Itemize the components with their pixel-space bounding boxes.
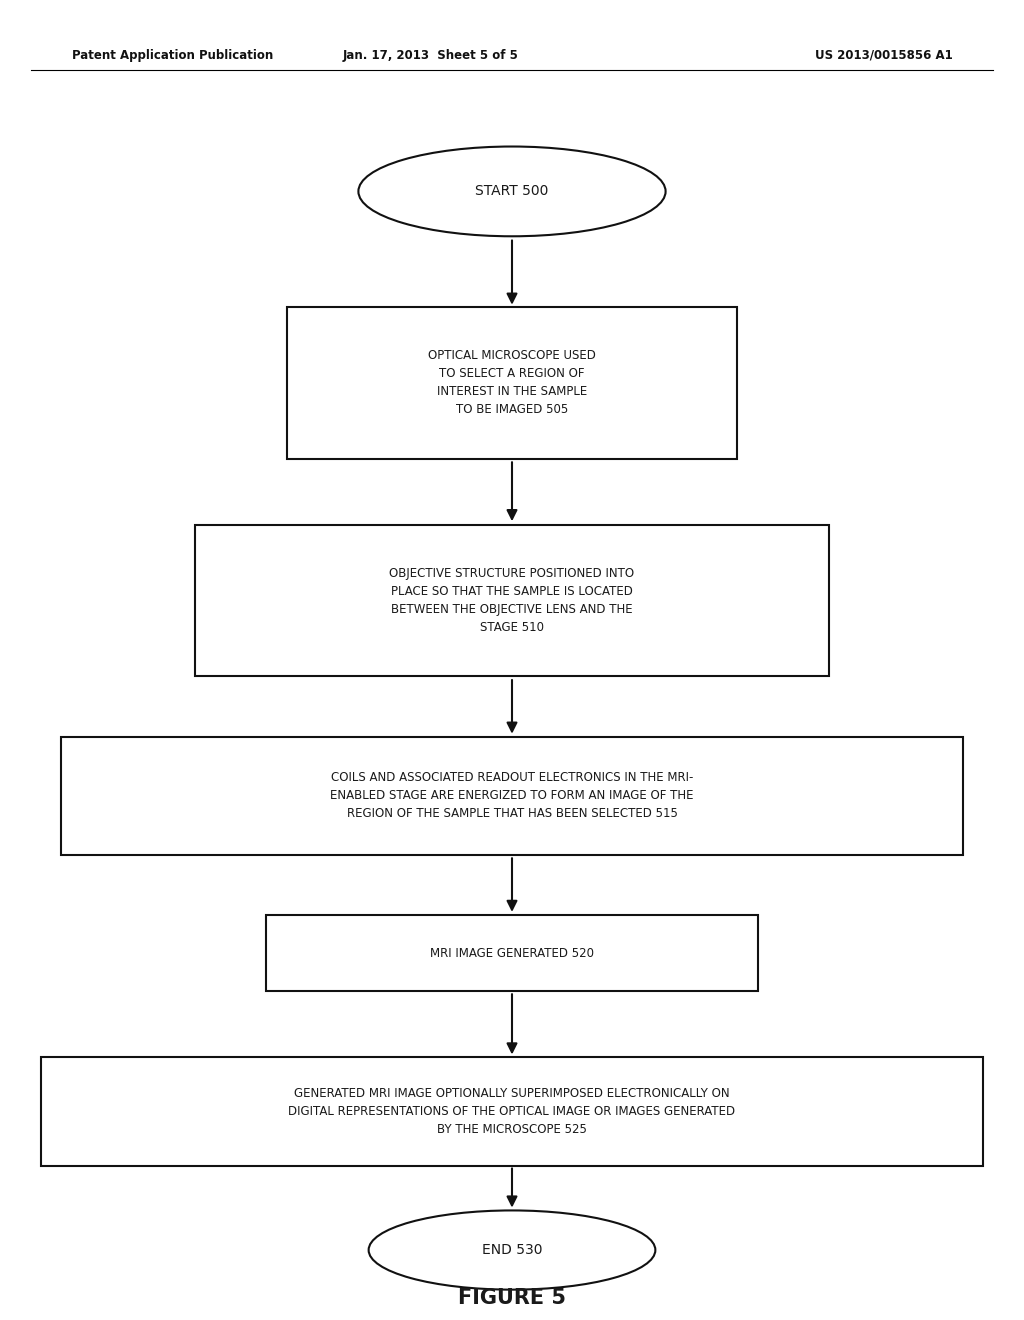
Text: GENERATED MRI IMAGE OPTIONALLY SUPERIMPOSED ELECTRONICALLY ON
DIGITAL REPRESENTA: GENERATED MRI IMAGE OPTIONALLY SUPERIMPO…: [289, 1086, 735, 1137]
Text: END 530: END 530: [481, 1243, 543, 1257]
Text: MRI IMAGE GENERATED 520: MRI IMAGE GENERATED 520: [430, 946, 594, 960]
Text: FIGURE 5: FIGURE 5: [458, 1287, 566, 1308]
Text: OBJECTIVE STRUCTURE POSITIONED INTO
PLACE SO THAT THE SAMPLE IS LOCATED
BETWEEN : OBJECTIVE STRUCTURE POSITIONED INTO PLAC…: [389, 568, 635, 634]
Text: OPTICAL MICROSCOPE USED
TO SELECT A REGION OF
INTEREST IN THE SAMPLE
TO BE IMAGE: OPTICAL MICROSCOPE USED TO SELECT A REGI…: [428, 350, 596, 416]
Text: START 500: START 500: [475, 185, 549, 198]
Text: US 2013/0015856 A1: US 2013/0015856 A1: [814, 49, 952, 62]
Text: Jan. 17, 2013  Sheet 5 of 5: Jan. 17, 2013 Sheet 5 of 5: [342, 49, 518, 62]
Text: COILS AND ASSOCIATED READOUT ELECTRONICS IN THE MRI-
ENABLED STAGE ARE ENERGIZED: COILS AND ASSOCIATED READOUT ELECTRONICS…: [331, 771, 693, 821]
Text: Patent Application Publication: Patent Application Publication: [72, 49, 273, 62]
